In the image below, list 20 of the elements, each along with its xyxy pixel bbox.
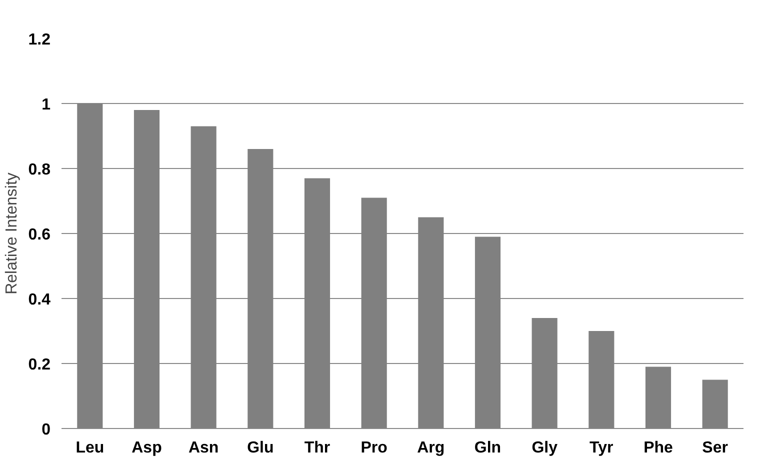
x-tick-label: Asp	[132, 440, 162, 456]
x-tick-label: Thr	[304, 440, 330, 456]
y-tick-label: 1	[42, 96, 51, 114]
x-tick-label: Gln	[474, 440, 502, 456]
x-tick-label: Arg	[417, 440, 445, 456]
y-tick-label: 0	[42, 422, 51, 438]
y-tick-label: 0.4	[28, 292, 51, 308]
x-tick-label: Leu	[76, 440, 104, 456]
y-tick-label: 0.6	[28, 226, 51, 244]
x-tick-label: Pro	[360, 440, 388, 456]
y-tick-label: 0.8	[28, 162, 51, 178]
x-tick-label: Gly	[532, 440, 558, 456]
x-tick-label: Tyr	[590, 440, 614, 456]
y-tick-label: 1.2	[28, 32, 51, 48]
y-axis-title: Relative Intensity	[3, 172, 20, 294]
x-tick-label: Asn	[188, 440, 219, 456]
y-tick-label: 0.2	[28, 356, 51, 374]
x-tick-label: Phe	[644, 440, 674, 456]
x-tick-label: Ser	[702, 440, 728, 456]
x-tick-label: Glu	[247, 440, 274, 456]
